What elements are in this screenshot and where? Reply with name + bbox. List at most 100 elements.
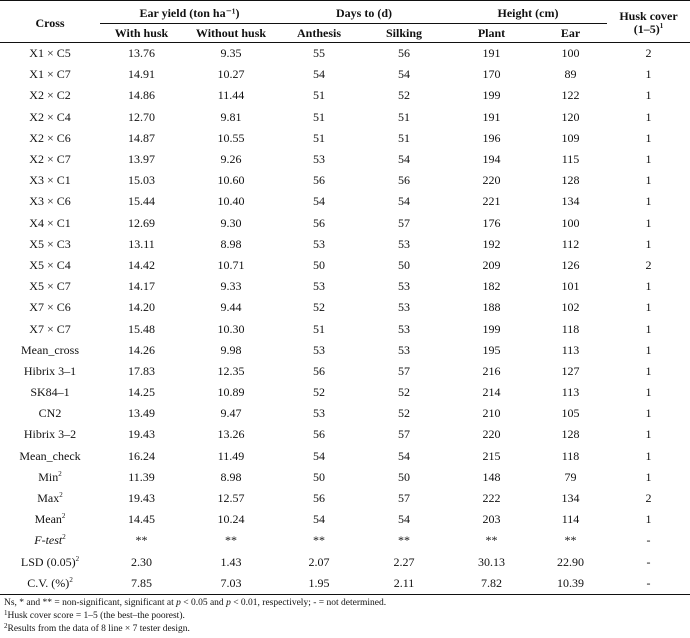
header-height: Height (cm) (449, 0, 608, 24)
cell-silking: 56 (398, 173, 410, 188)
cell-without-husk: 10.24 (217, 512, 245, 527)
cell-silking: 51 (398, 109, 410, 124)
header-ear: Ear (534, 23, 608, 43)
cross-name-text: C.V. (%) (27, 575, 70, 590)
table-row: X2 × C4 12.70 9.81 51 51 191 120 1 (0, 107, 690, 128)
cell-cross-name: Hibrix 3–1 (0, 361, 100, 382)
cell-silking: 57 (398, 427, 410, 442)
cell-anthesis: 51 (313, 321, 325, 336)
cell-husk-cover: - (646, 554, 651, 569)
cell-ear-height: 128 (561, 427, 580, 442)
cell-plant-height: 191 (482, 109, 501, 124)
cell-silking: 54 (398, 512, 410, 527)
cross-name-sup: 2 (61, 512, 66, 521)
cell-cross-name: X7 × C7 (0, 318, 100, 339)
cell-silking: 52 (398, 88, 410, 103)
footnote-text: < 0.01, respectively; - = not determined… (230, 598, 387, 608)
footnote-p-symbol: p (226, 598, 231, 608)
cell-husk-cover: 2 (645, 491, 652, 506)
cell-cross-name: X2 × C6 (0, 128, 100, 149)
cell-silking: 50 (398, 469, 410, 484)
cell-silking: 53 (398, 300, 410, 315)
cross-name-text: X5 × C7 (29, 279, 71, 294)
cell-husk-cover: 1 (645, 448, 652, 463)
cell-silking: 2.27 (393, 554, 415, 569)
cell-cross-name: X1 × C5 (0, 43, 100, 65)
cell-silking: 52 (398, 406, 410, 421)
cell-without-husk: 10.89 (217, 385, 245, 400)
cross-name-text: F-test (34, 533, 63, 548)
cell-with-husk: 13.97 (128, 152, 155, 167)
cell-without-husk: 13.26 (217, 427, 245, 442)
table-row: X5 × C7 14.17 9.33 53 53 182 101 1 (0, 276, 690, 297)
cell-cross-name: Hibrix 3–2 (0, 424, 100, 445)
cell-husk-cover: 1 (645, 67, 652, 82)
cell-ear-height: 128 (561, 173, 580, 188)
cell-anthesis: 54 (313, 512, 325, 527)
cell-plant-height: 221 (482, 194, 501, 209)
table-row: Mean_check 16.24 11.49 54 54 215 118 1 (0, 446, 690, 467)
cell-with-husk: 17.83 (128, 363, 155, 378)
header-plant: Plant (449, 23, 534, 43)
cross-name-text: Hibrix 3–2 (23, 427, 77, 442)
footnote-significance: Ns, * and ** = non-significant, signific… (4, 597, 684, 610)
cell-with-husk: 15.03 (128, 173, 155, 188)
cell-without-husk: 9.35 (220, 46, 242, 61)
cell-cross-name: LSD (0.05)2 (0, 552, 100, 573)
cross-name-text: Max (37, 491, 60, 506)
cross-name-text: X1 × C7 (29, 67, 71, 82)
cell-ear-height: 102 (561, 300, 580, 315)
cell-silking: 2.11 (359, 572, 449, 595)
cell-husk-cover: 1 (645, 130, 652, 145)
cell-ear-height: 118 (561, 448, 580, 463)
cell-silking: 54 (398, 448, 410, 463)
cell-with-husk: 19.43 (128, 427, 155, 442)
cell-plant-height: 30.13 (478, 554, 505, 569)
cell-ear-height: 105 (561, 406, 580, 421)
cell-anthesis: 53 (313, 279, 325, 294)
cell-plant-height: 195 (482, 342, 501, 357)
cell-husk-cover: 1 (645, 236, 652, 251)
cell-plant-height: 222 (482, 491, 501, 506)
cell-cross-name: Mean_cross (0, 340, 100, 361)
table-row: CN2 13.49 9.47 53 52 210 105 1 (0, 403, 690, 424)
cell-husk-cover: 1 (645, 300, 652, 315)
cell-silking: 57 (398, 215, 410, 230)
cell-without-husk: 12.35 (217, 363, 245, 378)
cell-plant-height: 170 (482, 67, 501, 82)
cell-with-husk: 11.39 (128, 469, 155, 484)
cell-plant-height: 191 (482, 46, 501, 61)
cell-cross-name: Mean2 (0, 509, 100, 530)
table-row: X1 × C5 13.76 9.35 55 56 191 100 2 (0, 43, 690, 65)
cell-anthesis: 53 (313, 406, 325, 421)
cell-anthesis: 56 (313, 173, 325, 188)
cell-ear-height: 126 (561, 257, 580, 272)
table-row: X5 × C3 13.11 8.98 53 53 192 112 1 (0, 234, 690, 255)
cross-name-text: X3 × C6 (29, 194, 71, 209)
footnote-text: Ns, * and ** = non-significant, signific… (4, 598, 177, 608)
cell-ear-height: 100 (561, 46, 580, 61)
table-row: X2 × C2 14.86 11.44 51 52 199 122 1 (0, 85, 690, 106)
header-silking: Silking (359, 23, 449, 43)
cross-name-text: Mean_check (19, 448, 81, 463)
data-table-container: Cross Ear yield (ton ha⁻¹) Days to (d) H… (0, 0, 690, 595)
cell-plant-height: 220 (482, 173, 501, 188)
cell-husk-cover: 1 (645, 342, 652, 357)
cell-with-husk: 15.44 (128, 194, 155, 209)
cell-ear-height: ** (564, 533, 577, 548)
cell-with-husk: 2.30 (131, 554, 152, 569)
cell-cross-name: X5 × C4 (0, 255, 100, 276)
cell-ear-height: 134 (561, 491, 580, 506)
cell-ear-height: 122 (561, 88, 580, 103)
cell-cross-name: X2 × C7 (0, 149, 100, 170)
cell-plant-height: 182 (482, 279, 501, 294)
cell-silking: 51 (398, 130, 410, 145)
cell-with-husk: 13.76 (128, 46, 155, 61)
cell-anthesis: 52 (313, 385, 325, 400)
table-row: Hibrix 3–2 19.43 13.26 56 57 220 128 1 (0, 424, 690, 445)
cell-cross-name: X5 × C7 (0, 276, 100, 297)
cell-with-husk: 14.45 (128, 512, 155, 527)
footnote-marker: 2 (4, 622, 8, 630)
cell-husk-cover: 1 (645, 173, 652, 188)
cell-anthesis: 51 (313, 130, 325, 145)
